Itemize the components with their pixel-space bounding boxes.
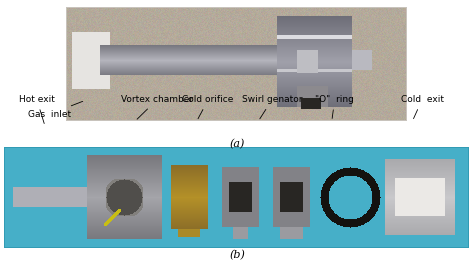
- Text: Vortex chamber: Vortex chamber: [121, 95, 193, 119]
- Text: "O"  ring: "O" ring: [315, 95, 354, 119]
- Text: Swirl genator: Swirl genator: [242, 95, 302, 119]
- Text: Gas  inlet: Gas inlet: [28, 101, 83, 119]
- Text: Cold  exit: Cold exit: [401, 95, 444, 119]
- Text: (b): (b): [229, 250, 245, 260]
- Text: Cold orifice: Cold orifice: [182, 95, 234, 119]
- Text: Hot exit: Hot exit: [19, 95, 55, 124]
- Text: (a): (a): [229, 139, 245, 149]
